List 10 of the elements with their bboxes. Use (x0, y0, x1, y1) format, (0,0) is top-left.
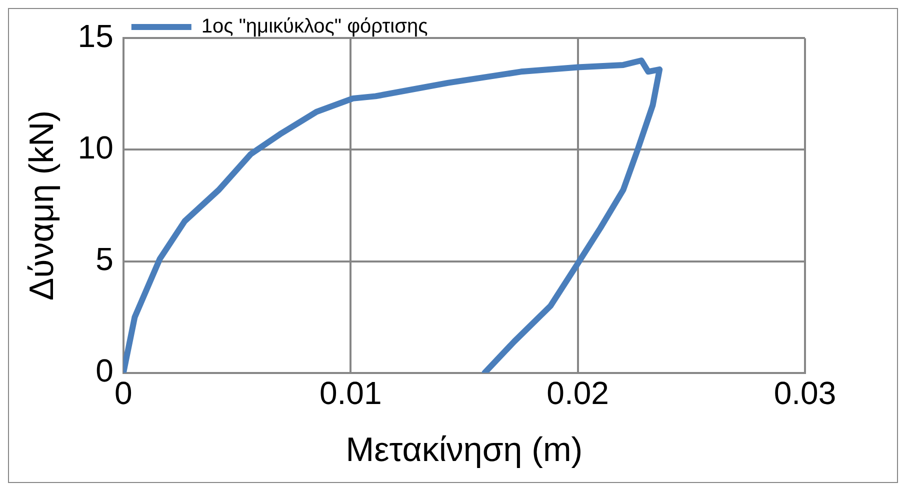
x-axis-title: Μετακίνηση (m) (346, 430, 583, 469)
y-tick-label: 15 (78, 18, 114, 54)
y-tick-label: 10 (78, 130, 114, 166)
y-axis-title: Δύναμη (kN) (22, 110, 61, 301)
x-tick-label: 0.02 (546, 374, 609, 411)
x-tick-label: 0.01 (319, 374, 382, 411)
y-tick-label: 0 (96, 352, 114, 389)
y-tick-label: 5 (96, 241, 114, 278)
x-tick-label: 0.03 (774, 374, 836, 411)
legend-label: 1ος "ημικύκλος" φόρτισης (201, 16, 428, 38)
